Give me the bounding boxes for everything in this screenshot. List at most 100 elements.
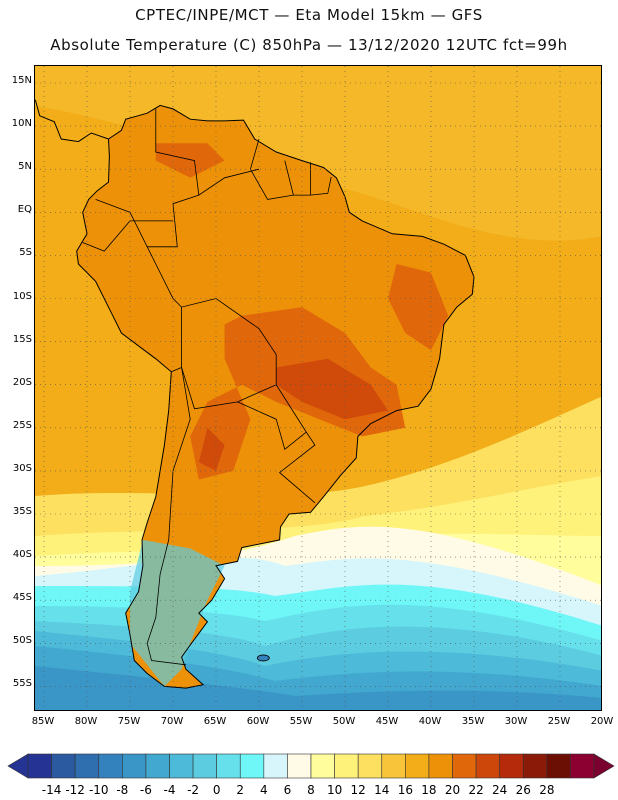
lat-label: 55S bbox=[12, 678, 32, 690]
map-subtitle: Absolute Temperature (C) 850hPa — 13/12/… bbox=[50, 36, 568, 54]
lon-label: 35W bbox=[461, 716, 485, 727]
colorbar-tick-label: 2 bbox=[236, 783, 245, 797]
central-america-coast bbox=[35, 99, 109, 143]
colorbar-tick-label: -4 bbox=[163, 783, 176, 797]
colorbar-swatch bbox=[122, 753, 147, 779]
lat-label: EQ bbox=[17, 204, 32, 216]
colorbar-tick-label: 4 bbox=[260, 783, 268, 797]
lon-label: 45W bbox=[375, 716, 399, 727]
lon-label: 25W bbox=[547, 716, 571, 727]
country-border-2 bbox=[237, 401, 307, 450]
lat-label: 30S bbox=[12, 462, 32, 474]
colorbar-swatch bbox=[381, 753, 406, 779]
colorbar-swatch bbox=[428, 753, 453, 779]
colorbar-swatch bbox=[263, 753, 288, 779]
colorbar-swatch bbox=[192, 753, 217, 779]
lon-label: 80W bbox=[74, 716, 98, 727]
colorbar-tick-label: 18 bbox=[421, 783, 437, 797]
map-canvas bbox=[35, 66, 601, 710]
patagonia-cool-region bbox=[130, 539, 225, 687]
colorbar-tick-label: -8 bbox=[116, 783, 129, 797]
colorbar-left-arrow bbox=[7, 753, 29, 779]
colorbar-swatch bbox=[27, 753, 52, 779]
colorbar-tick-label: 28 bbox=[539, 783, 555, 797]
lat-label: 40S bbox=[12, 549, 32, 561]
colorbar-right-arrow bbox=[593, 753, 615, 779]
colorbar-swatch bbox=[522, 753, 548, 779]
lon-label: 60W bbox=[246, 716, 270, 727]
colorbar-tick-label: 24 bbox=[492, 783, 508, 797]
lat-label: 25S bbox=[12, 419, 32, 431]
country-border-9 bbox=[284, 160, 311, 196]
colorbar-swatch bbox=[310, 753, 335, 779]
colorbar-tick-label: 14 bbox=[374, 783, 390, 797]
color-scale-bar bbox=[7, 753, 615, 779]
country-border-4 bbox=[95, 199, 131, 213]
colorbar-tick-label: 20 bbox=[444, 783, 461, 797]
lat-label: 20S bbox=[12, 376, 32, 388]
map-title: CPTEC/INPE/MCT — Eta Model 15km — GFS bbox=[135, 6, 483, 24]
colorbar-tick-label: 12 bbox=[350, 783, 366, 797]
colorbar-swatch bbox=[357, 753, 383, 779]
colorbar-tick-label: 16 bbox=[397, 783, 413, 797]
colorbar-swatch bbox=[334, 753, 359, 779]
colorbar-tick-label: -14 bbox=[41, 783, 62, 797]
country-border-7 bbox=[155, 108, 200, 196]
country-border-3 bbox=[146, 366, 191, 666]
colorbar-swatch bbox=[570, 753, 595, 779]
coastline bbox=[76, 104, 475, 689]
colorbar-swatch bbox=[405, 753, 430, 779]
lat-label: 15N bbox=[11, 75, 32, 86]
lon-label: 65W bbox=[203, 716, 227, 727]
country-border-6 bbox=[82, 220, 173, 252]
colorbar-swatch bbox=[74, 753, 100, 779]
colorbar-tick-label: 22 bbox=[468, 783, 484, 797]
lon-label: 20W bbox=[590, 716, 614, 727]
colorbar-tick-label: -6 bbox=[139, 783, 152, 797]
lat-label: 5S bbox=[19, 247, 32, 259]
colorbar-tick-label: -2 bbox=[187, 783, 200, 797]
country-border-1 bbox=[181, 307, 277, 410]
colorbar-swatch bbox=[287, 753, 312, 779]
colorbar-swatch bbox=[499, 753, 524, 779]
colorbar-swatch bbox=[546, 753, 571, 779]
colorbar-tick-label: -12 bbox=[65, 783, 85, 797]
country-border-10 bbox=[310, 176, 332, 196]
colorbar-tick-label: -10 bbox=[88, 783, 109, 797]
lat-label: 10N bbox=[11, 118, 32, 130]
lat-label: 35S bbox=[12, 506, 32, 517]
lat-label: 5N bbox=[18, 161, 32, 173]
lon-label: 50W bbox=[332, 716, 356, 727]
temperature-map bbox=[34, 65, 602, 711]
country-border-8 bbox=[249, 138, 294, 200]
country-border-0 bbox=[146, 168, 316, 504]
lon-label: 75W bbox=[117, 716, 141, 727]
lat-label: 45S bbox=[12, 592, 32, 604]
lat-label: 10S bbox=[12, 290, 32, 302]
colorbar-tick-label: 0 bbox=[212, 783, 221, 797]
colorbar-swatch bbox=[169, 753, 194, 779]
very-hot-region-1 bbox=[198, 427, 225, 471]
lat-label: 15S bbox=[12, 333, 32, 345]
very-hot-region-0 bbox=[276, 358, 388, 420]
colorbar-tick-label: 8 bbox=[307, 783, 315, 797]
colorbar-swatch bbox=[51, 753, 76, 779]
colorbar-swatch bbox=[475, 753, 500, 779]
country-border-5 bbox=[129, 212, 148, 247]
lon-label: 55W bbox=[289, 716, 313, 727]
lat-label: 50S bbox=[12, 635, 32, 647]
north-atlantic-band bbox=[35, 66, 601, 241]
colorbar-tick-label: 26 bbox=[515, 783, 531, 797]
colorbar-swatch bbox=[216, 753, 241, 779]
colorbar-swatch bbox=[452, 753, 477, 779]
temperature-band-10 bbox=[35, 666, 601, 710]
colorbar-swatch bbox=[239, 753, 265, 779]
colorbar-tick-label: 6 bbox=[283, 783, 292, 797]
colorbar-tick-label: 10 bbox=[326, 783, 343, 797]
colorbar-swatch bbox=[98, 753, 123, 779]
lon-label: 40W bbox=[418, 716, 442, 727]
lon-label: 30W bbox=[504, 716, 528, 727]
falkland-islands bbox=[256, 654, 270, 662]
hot-region-1 bbox=[388, 264, 449, 351]
lon-label: 85W bbox=[31, 716, 55, 727]
